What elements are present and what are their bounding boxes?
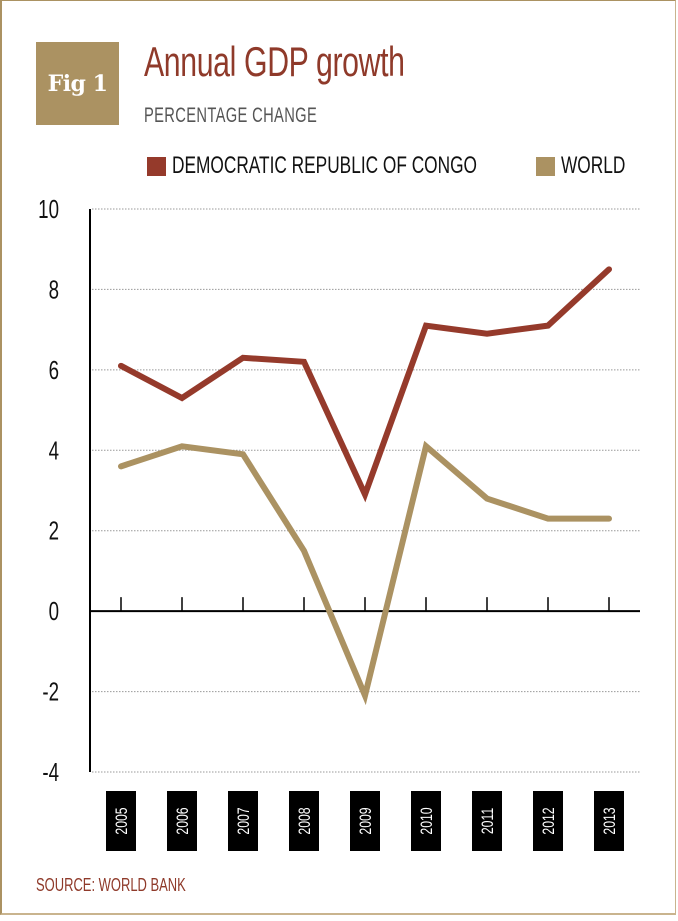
legend-label-world: WORLD	[560, 152, 625, 179]
x-tick-label: 2010	[418, 807, 436, 834]
x-tick-label: 2009	[357, 807, 375, 834]
y-tick-label: 6	[49, 355, 59, 385]
year-label-box	[106, 791, 136, 851]
x-axis-labels: 2005 2006 2007 2008 2009 2010 2011 2012 2013	[106, 791, 624, 851]
year-label-box	[228, 791, 258, 851]
y-tick-label: 8	[49, 274, 59, 304]
y-tick-label: 2	[49, 516, 59, 546]
legend-item-drc: DEMOCRATIC REPUBLIC OF CONGO	[147, 152, 596, 180]
x-tick-label: 2011	[479, 808, 497, 834]
source-note: SOURCE: WORLD BANK	[36, 875, 186, 895]
year-label-box	[350, 791, 380, 851]
legend-swatch-world	[535, 156, 555, 176]
series-line-drc	[118, 266, 612, 503]
figure-badge-label: Fig 1	[47, 70, 108, 97]
x-tick-label: 2007	[235, 807, 253, 834]
legend-swatch-drc	[147, 156, 167, 176]
year-label-box	[533, 791, 563, 851]
gridlines	[92, 208, 640, 773]
legend: DEMOCRATIC REPUBLIC OF CONGO WORLD	[147, 152, 638, 180]
chart-title: Annual GDP growth	[144, 38, 405, 85]
y-tick-label: 0	[49, 596, 59, 626]
x-tick-label: 2013	[601, 807, 619, 834]
year-label-box	[289, 791, 319, 851]
x-tick-label: 2005	[113, 807, 131, 834]
year-label-box	[167, 791, 197, 851]
x-tick-label: 2008	[296, 807, 314, 834]
x-tick-label: 2006	[174, 807, 192, 834]
figure-badge: Fig 1	[36, 42, 119, 125]
legend-label-drc: DEMOCRATIC REPUBLIC OF CONGO	[172, 152, 478, 179]
series-line-world	[118, 440, 612, 706]
legend-item-world: WORLD	[535, 152, 650, 180]
year-label-box	[594, 791, 624, 851]
y-tick-label: 4	[49, 435, 59, 465]
chart-subtitle: PERCENTAGE CHANGE	[144, 104, 318, 127]
axes	[89, 209, 640, 772]
y-tick-label: 10	[38, 194, 59, 224]
y-tick-label: -2	[42, 676, 59, 706]
x-tick-label: 2012	[540, 807, 558, 834]
year-label-box	[472, 791, 502, 851]
year-label-box	[411, 791, 441, 851]
y-axis-ticks: 10 8 6 4 2 0 -2 -4	[38, 194, 59, 787]
series-lines	[118, 266, 612, 706]
y-tick-label: -4	[42, 757, 59, 787]
